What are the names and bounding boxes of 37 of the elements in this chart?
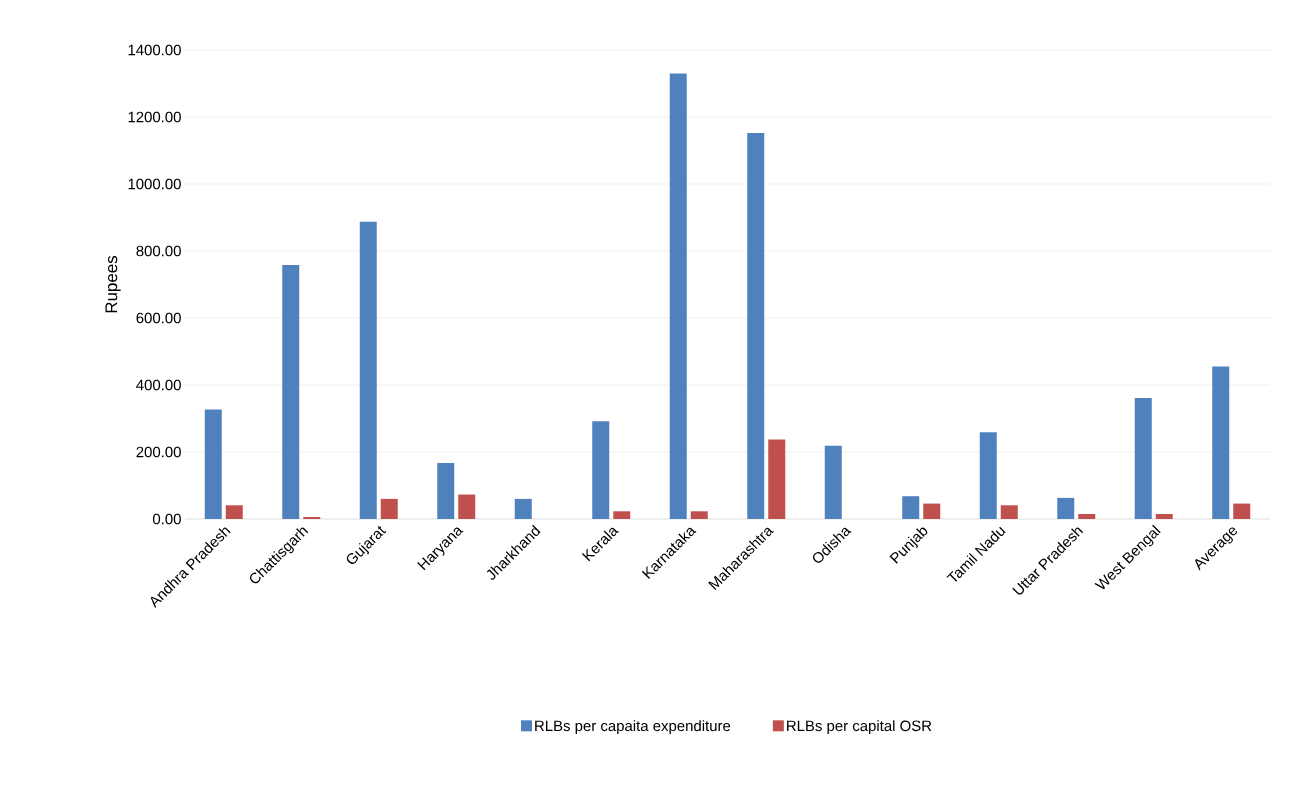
bar xyxy=(303,516,321,519)
bar xyxy=(1212,366,1230,519)
bar xyxy=(1134,398,1152,519)
y-tick-label: 1000.00 xyxy=(128,178,181,190)
y-axis-title: Rupees xyxy=(105,255,121,313)
y-tick-label: 0.00 xyxy=(152,513,181,525)
bar xyxy=(380,498,398,519)
bar xyxy=(514,498,532,519)
bar xyxy=(747,133,765,519)
bar xyxy=(1155,513,1173,519)
bar xyxy=(359,221,377,519)
y-tick-label: 600.00 xyxy=(136,312,181,324)
bar xyxy=(1057,497,1075,519)
y-tick-label: 200.00 xyxy=(136,446,181,458)
bar xyxy=(669,73,687,519)
bar xyxy=(690,511,708,519)
bar xyxy=(1078,513,1096,519)
bar xyxy=(458,494,476,519)
bar xyxy=(824,445,842,519)
y-tick-label: 800.00 xyxy=(136,245,181,257)
bar xyxy=(1233,503,1251,519)
bar xyxy=(1000,505,1018,519)
y-tick-label: 1200.00 xyxy=(128,111,181,123)
bar xyxy=(225,505,243,519)
bar xyxy=(923,503,941,519)
legend-label: RLBs per capital OSR xyxy=(787,720,932,735)
bar xyxy=(768,439,786,519)
y-tick-label: 1400.00 xyxy=(128,44,181,56)
bar xyxy=(437,463,455,519)
bar xyxy=(979,432,997,519)
y-tick-label: 400.00 xyxy=(136,379,181,391)
bar xyxy=(204,409,222,519)
bar xyxy=(592,421,610,519)
legend-label: RLBs per capaita expenditure xyxy=(535,720,731,735)
bar xyxy=(902,496,920,519)
bar xyxy=(282,265,300,519)
bar xyxy=(613,511,631,519)
